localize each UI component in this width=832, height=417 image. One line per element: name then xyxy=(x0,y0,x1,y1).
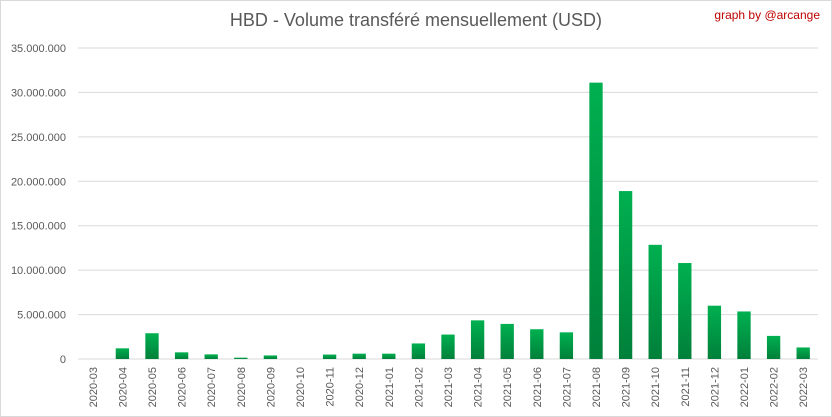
bar-2020-05 xyxy=(145,333,159,359)
x-tick-label: 2020-10 xyxy=(295,367,307,407)
x-tick-label: 2020-12 xyxy=(354,367,366,407)
x-tick-label: 2020-04 xyxy=(117,367,129,407)
bar-2021-12 xyxy=(707,305,722,359)
y-axis-tick-labels: 0 5.000.000 10.000.000 15.000.000 20.000.000… xyxy=(11,43,66,366)
x-axis-tick-labels: 2020-03 2020-04 2020-05 2020-06 2020-07 2020-… xyxy=(88,367,810,407)
x-tick-label: 2020-05 xyxy=(147,367,159,407)
gridlines xyxy=(78,47,818,360)
bars xyxy=(115,82,810,359)
x-tick-label: 2021-02 xyxy=(413,367,425,407)
x-tick-label: 2022-03 xyxy=(798,367,810,407)
x-tick-label: 2021-07 xyxy=(561,367,573,407)
bar-2021-10 xyxy=(648,244,662,359)
bar-2021-09 xyxy=(618,191,633,359)
bar-2020-04 xyxy=(115,348,130,359)
x-tick-label: 2021-01 xyxy=(384,367,396,407)
y-tick-label: 15.000.000 xyxy=(11,221,66,233)
bar-2021-06 xyxy=(530,329,544,359)
bar-2022-03 xyxy=(796,347,810,359)
bar-2021-05 xyxy=(500,323,514,359)
chart-credit: graph by @arcange xyxy=(714,8,820,22)
bar-2021-11 xyxy=(678,263,692,359)
x-tick-label: 2021-05 xyxy=(502,367,514,407)
bar-2022-01 xyxy=(737,311,751,359)
bar-2021-08 xyxy=(589,82,603,359)
bar-2021-03 xyxy=(441,334,455,359)
x-tick-label: 2022-01 xyxy=(739,367,751,407)
y-tick-label: 35.000.000 xyxy=(11,43,66,55)
y-tick-label: 20.000.000 xyxy=(11,176,66,188)
x-tick-label: 2020-11 xyxy=(325,367,337,407)
x-tick-label: 2020-08 xyxy=(236,367,248,407)
bar-2022-02 xyxy=(766,335,781,359)
x-tick-label: 2021-06 xyxy=(532,367,544,407)
bar-2021-07 xyxy=(559,332,574,359)
x-tick-label: 2020-03 xyxy=(88,367,100,407)
x-tick-label: 2020-06 xyxy=(177,367,189,407)
y-tick-label: 10.000.000 xyxy=(11,265,66,277)
x-tick-label: 2021-11 xyxy=(680,367,692,407)
x-tick-label: 2021-12 xyxy=(709,367,721,407)
bar-2020-09 xyxy=(263,355,278,359)
x-tick-label: 2021-08 xyxy=(591,367,603,407)
x-tick-label: 2020-09 xyxy=(265,367,277,407)
x-tick-label: 2021-09 xyxy=(621,367,633,407)
bar-2021-04 xyxy=(470,320,485,359)
y-tick-label: 0 xyxy=(60,354,66,366)
bar-2021-02 xyxy=(411,343,426,359)
chart-title: HBD - Volume transféré mensuellement (US… xyxy=(229,10,603,30)
x-tick-label: 2021-03 xyxy=(443,367,455,407)
y-tick-label: 30.000.000 xyxy=(11,87,66,99)
x-tick-label: 2022-02 xyxy=(769,367,781,407)
bar-2020-12 xyxy=(352,353,366,359)
bar-2020-08 xyxy=(234,357,248,359)
y-tick-label: 5.000.000 xyxy=(17,310,66,322)
bar-2020-06 xyxy=(174,352,189,359)
x-tick-label: 2020-07 xyxy=(206,367,218,407)
bar-2020-07 xyxy=(204,354,218,359)
x-tick-label: 2021-04 xyxy=(473,367,485,407)
bar-2020-11 xyxy=(322,354,337,359)
x-tick-label: 2021-10 xyxy=(650,367,662,407)
y-tick-label: 25.000.000 xyxy=(11,132,66,144)
bar-2021-01 xyxy=(382,353,396,359)
